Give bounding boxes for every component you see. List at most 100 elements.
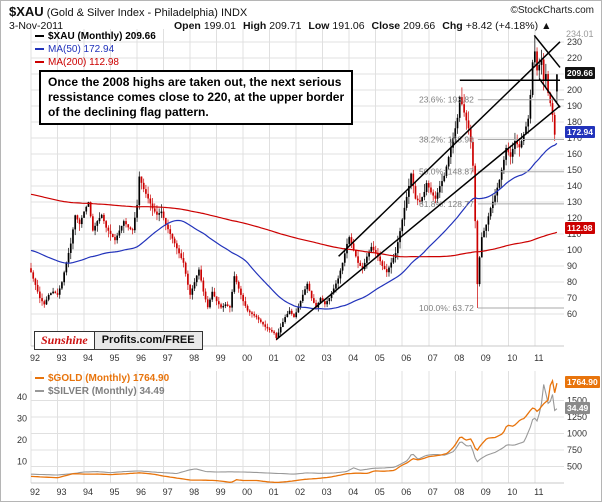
silver-line [31,384,558,476]
annotation-line: Once the 2008 highs are taken out, the n… [48,75,342,89]
change-value: +8.42 (+4.18%) [465,20,539,32]
year-label: 00 [242,487,252,497]
legend-gold-label: $GOLD (Monthly) 1764.90 [48,373,170,384]
year-label: 10 [507,487,517,497]
y-axis-tick: 120 [567,213,582,223]
fib-level-label: 50.0%: 148.87 [419,167,474,177]
legend-ma50-label: MA(50) 172.94 [48,44,115,55]
silver-axis-tick: 20 [17,435,27,445]
year-label: 06 [401,353,411,363]
year-label: 07 [428,353,438,363]
year-label: 95 [110,487,120,497]
silver-dash-icon [35,390,44,393]
legend-silver-label: $SILVER (Monthly) 34.49 [48,386,165,397]
sunshine-profits-logo: Sunshine Profits.com/FREE [34,331,203,350]
fib-level-label: 61.8%: 128.77 [419,199,474,209]
year-label: 98 [189,353,199,363]
quote-line: 3-Nov-2011 Open 199.01 High 209.71 Low 191.06 C… [9,20,551,32]
axis-labels: 2302202102001901801701601501401301201101… [17,37,587,497]
year-label: 00 [242,353,252,363]
symbol-description: (Gold & Silver Index - Philadelphia) [46,7,218,19]
year-label: 09 [481,353,491,363]
chart-header: $XAU (Gold & Silver Index - Philadelphia)… [9,4,247,19]
fib-level-label: 23.6%: 193.82 [419,95,474,105]
low-label: Low [308,20,330,32]
year-label: 93 [57,353,67,363]
gold-dash-icon [35,377,44,380]
year-label: 97 [163,487,173,497]
logo-sunshine-text: Sunshine [35,332,94,349]
gridlines-layer [30,29,564,484]
annotation-box: Once the 2008 highs are taken out, the n… [39,70,354,125]
year-label: 09 [481,487,491,497]
silver-axis-tick: 40 [17,392,27,402]
year-label: 93 [57,487,67,497]
gold-axis-tick: 500 [567,462,582,472]
y-axis-tick: 140 [567,181,582,191]
gold-price-box: 1764.90 [565,376,600,388]
year-label: 98 [189,487,199,497]
low-value: 191.06 [332,20,365,32]
silver-price-box: 34.49 [565,402,591,414]
xau-series-dash-icon [35,35,44,38]
ma200-line [30,193,558,258]
year-label: 05 [375,353,385,363]
open-label: Open [174,20,201,32]
year-label: 04 [348,353,358,363]
gold-axis-tick: 1000 [567,429,587,439]
lower-chart-legend: $GOLD (Monthly) 1764.90 $SILVER (Monthly… [35,372,169,398]
year-label: 05 [375,487,385,497]
open-value: 199.01 [203,20,236,32]
silver-axis-tick: 30 [17,413,27,423]
year-label: 02 [295,353,305,363]
year-label: 94 [83,487,93,497]
y-axis-tick: 200 [567,85,582,95]
y-axis-tick: 100 [567,245,582,255]
y-axis-tick: 190 [567,101,582,111]
stockcharts-copyright: ©StockCharts.com [510,5,594,16]
axis-high-value: 234.01 [566,29,594,39]
ma50-line [30,142,558,310]
legend-item-silver: $SILVER (Monthly) 34.49 [35,385,169,398]
annotation-line: ressistance comes close to 220, at the u… [48,90,345,104]
ma200-dash-icon [35,61,44,64]
y-axis-tick: 150 [567,165,582,175]
exchange-label: INDX [220,7,248,19]
year-label: 96 [136,487,146,497]
y-axis-tick: 130 [567,197,582,207]
silver-axis-tick: 10 [17,456,27,466]
legend-item-ma50: MA(50) 172.94 [35,43,156,56]
change-up-arrow: ▲ [541,20,552,32]
fibonacci-retracement: 23.6%: 193.82 38.2%: 168.96 50.0%: 148.87 6… [419,95,564,313]
year-label: 11 [534,487,543,497]
ma50-price-box: 172.94 [565,126,595,138]
year-label: 02 [295,487,305,497]
trendlines-layer [275,34,561,341]
year-label: 92 [30,353,40,363]
close-label: Close [371,20,401,32]
y-axis-tick: 220 [567,53,582,63]
year-label: 08 [454,487,464,497]
annotation-line: of the declining flag pattern. [48,105,209,119]
legend-ma200-label: MA(200) 112.98 [48,57,119,68]
y-axis-tick: 80 [567,277,577,287]
year-label: 07 [428,487,438,497]
gold-line [30,378,558,484]
ma200-price-box: 112.98 [565,222,595,234]
fib-level-label: 38.2%: 168.96 [419,135,474,145]
ma50-dash-icon [35,48,44,51]
year-label: 01 [269,487,279,497]
fib-level-label: 100.0%: 63.72 [419,303,474,313]
y-axis-tick: 70 [567,293,577,303]
change-label: Chg [442,20,463,32]
y-axis-tick: 230 [567,37,582,47]
y-axis-tick: 90 [567,261,577,271]
legend-item-gold: $GOLD (Monthly) 1764.90 [35,372,169,385]
close-value: 209.66 [403,20,436,32]
high-label: High [242,20,267,32]
year-label: 97 [163,353,173,363]
year-label: 94 [83,353,93,363]
year-label: 08 [454,353,464,363]
